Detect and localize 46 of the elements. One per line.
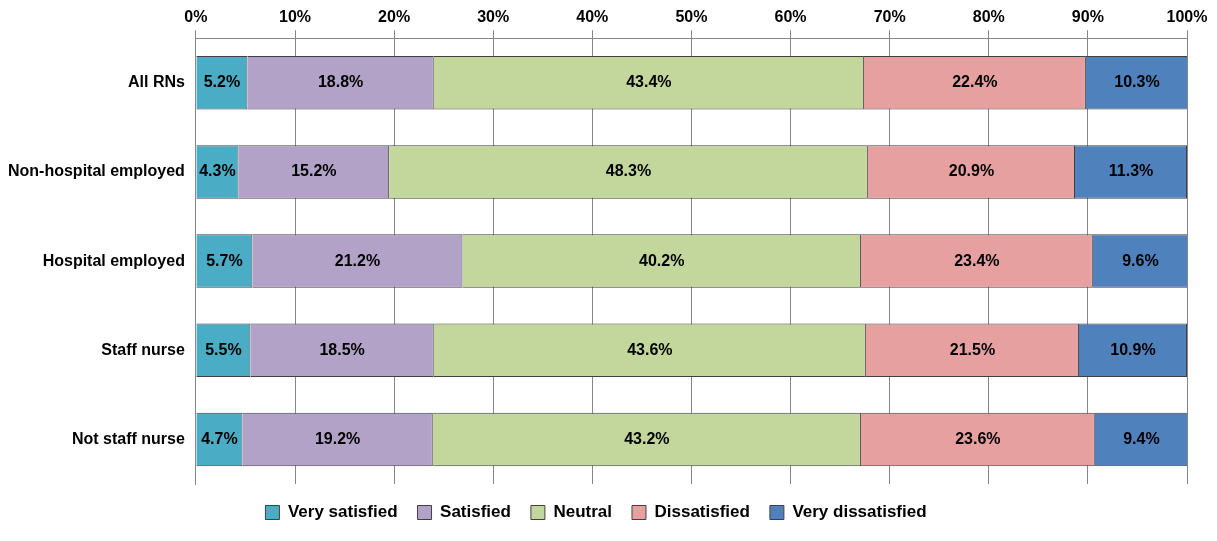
data-label: 18.5%: [319, 340, 365, 358]
data-label: 23.4%: [954, 251, 1000, 269]
data-label: 21.5%: [949, 340, 996, 358]
data-label: 22.4%: [952, 73, 998, 91]
data-label: 43.6%: [627, 340, 673, 358]
y-tick-label: Staff nurse: [101, 340, 185, 358]
y-tick-label: Non-hospital employed: [7, 162, 185, 180]
data-label: 15.2%: [291, 162, 337, 180]
legend-label: Very satisfied: [287, 502, 398, 522]
data-label: 19.2%: [314, 429, 361, 447]
x-tick-label: 20%: [378, 8, 411, 26]
data-label: 43.2%: [624, 429, 670, 447]
x-tick-label: 50%: [675, 8, 708, 26]
data-label: 10.9%: [1110, 340, 1156, 358]
data-label: 20.9%: [948, 162, 995, 180]
x-tick-label: 40%: [576, 8, 609, 26]
data-label: 23.6%: [955, 429, 1001, 447]
legend-label: Neutral: [553, 502, 612, 522]
x-tick-label: 30%: [477, 8, 510, 26]
data-label: 9.4%: [1123, 429, 1160, 447]
data-label: 4.7%: [201, 429, 238, 447]
data-label: 11.3%: [1108, 162, 1154, 180]
y-tick-label: Hospital employed: [42, 251, 185, 269]
data-label: 5.7%: [206, 251, 243, 269]
data-label: 18.8%: [317, 73, 364, 91]
data-label: 9.6%: [1122, 251, 1159, 269]
data-label: 5.5%: [205, 340, 242, 358]
data-label: 21.2%: [334, 251, 381, 269]
x-tick-label: 70%: [873, 8, 906, 26]
x-tick-label: 10%: [278, 8, 312, 26]
x-tick-label: 60%: [774, 8, 807, 26]
data-label: 40.2%: [639, 251, 685, 269]
x-tick-label: 90%: [1071, 8, 1104, 26]
legend-label: Dissatisfied: [654, 502, 750, 522]
y-tick-label: All RNs: [127, 73, 185, 91]
data-label: 4.3%: [199, 162, 236, 180]
y-tick-label: Not staff nurse: [71, 429, 185, 447]
legend-label: Very dissatisfied: [792, 502, 927, 522]
x-tick-label: 100%: [1166, 8, 1208, 26]
data-label: 48.3%: [605, 162, 652, 180]
data-label: 10.3%: [1114, 73, 1160, 91]
data-label: 5.2%: [203, 73, 241, 91]
data-label: 43.4%: [626, 73, 672, 91]
x-tick-label: 0%: [184, 8, 208, 26]
legend-label: Satisfied: [440, 502, 511, 522]
x-tick-label: 80%: [972, 8, 1005, 26]
